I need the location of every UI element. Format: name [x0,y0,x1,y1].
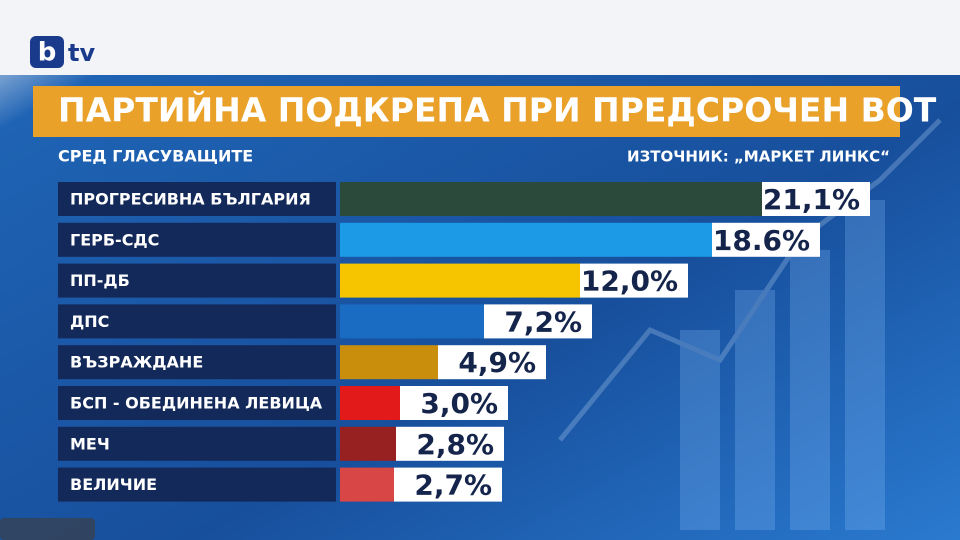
value-box [580,263,688,298]
bar [340,426,396,461]
category-box [58,426,336,461]
category-box [58,222,336,257]
category-box [58,386,336,420]
value-label: 2,7% [414,469,492,502]
category-box [58,467,336,502]
category-label: ВЪЗРАЖДАНЕ [70,353,203,372]
category-label: ВЕЛИЧИЕ [70,475,157,494]
value-label: 12,0% [581,265,678,298]
value-box [396,426,504,461]
header-band [0,0,960,75]
logo-box [30,36,64,68]
title-bar [33,86,900,137]
value-label: 18.6% [713,224,810,257]
source: ИЗТОЧНИК: „МАРКЕТ ЛИНКС“ [627,148,890,166]
category-label: БСП - ОБЕДИНЕНА ЛЕВИЦА [70,394,323,413]
value-label: 2,8% [416,428,494,461]
category-box [58,304,336,339]
category-box [58,263,336,298]
value-box [712,222,820,257]
bar [340,263,580,298]
chart-title: ПАРТИЙНА ПОДКРЕПА ПРИ ПРЕДСРОЧЕН ВОТ [58,90,937,130]
bar [340,304,484,339]
bar [340,222,712,257]
player-controls[interactable] [0,518,95,540]
bar [340,467,394,502]
category-label: ПРОГРЕСИВНА БЪЛГАРИЯ [70,190,311,209]
category-box [58,182,336,216]
value-box [484,304,592,339]
value-label: 21,1% [763,183,860,216]
value-box [394,467,502,502]
category-label: МЕЧ [70,434,110,453]
bar [340,345,438,380]
value-box [438,345,546,380]
bar [340,182,762,216]
category-label: ДПС [70,312,109,331]
value-label: 4,9% [458,346,536,379]
category-label: ГЕРБ-СДС [70,230,159,249]
value-box [762,182,870,216]
category-box [58,345,336,380]
decor [558,118,942,530]
subtitle: СРЕД ГЛАСУВАЩИТЕ [58,147,253,166]
value-label: 3,0% [420,387,498,420]
logo-tv: tv [68,39,95,67]
value-box [400,386,508,420]
bar [340,386,400,420]
category-label: ПП-ДБ [70,271,130,290]
value-label: 7,2% [504,305,582,338]
logo-b: b [38,38,57,68]
